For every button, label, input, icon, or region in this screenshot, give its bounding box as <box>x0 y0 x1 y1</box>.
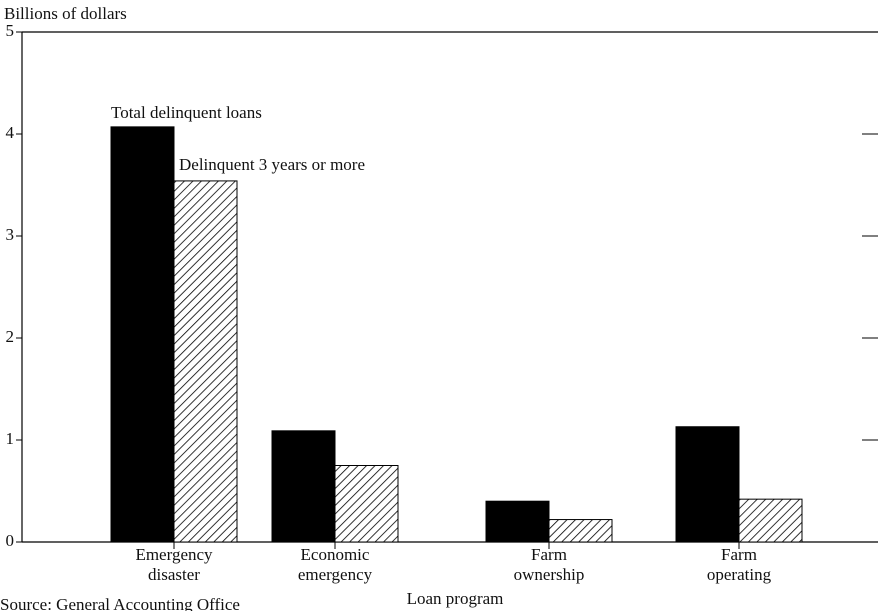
y-tick-label: 5 <box>6 21 15 40</box>
bar <box>271 430 336 543</box>
y-axis-title: Billions of dollars <box>4 4 127 23</box>
y-tick-label: 3 <box>6 225 15 244</box>
bar <box>334 465 399 543</box>
y-tick-label: 4 <box>6 123 15 142</box>
source: Source: General Accounting Office <box>0 595 240 611</box>
bar <box>173 180 238 543</box>
y-tick-label: 1 <box>6 429 15 448</box>
x-axis-title: Loan program <box>407 589 504 608</box>
y-tick-label: 2 <box>6 327 15 346</box>
y-tick-label: 0 <box>6 531 15 550</box>
x-tick-label: Economic emergency <box>297 545 373 584</box>
x-tick-label: Emergency disaster <box>135 545 213 584</box>
bar <box>485 500 550 543</box>
x-tick-label: Farm operating <box>706 545 772 584</box>
legend-label: Total delinquent loans <box>111 103 262 122</box>
bar <box>675 426 740 543</box>
x-tick-label: Farm ownership <box>513 545 585 584</box>
bar <box>548 519 613 543</box>
bar <box>738 498 803 543</box>
bar <box>110 126 175 543</box>
legend-label: Delinquent 3 years or more <box>179 155 365 174</box>
